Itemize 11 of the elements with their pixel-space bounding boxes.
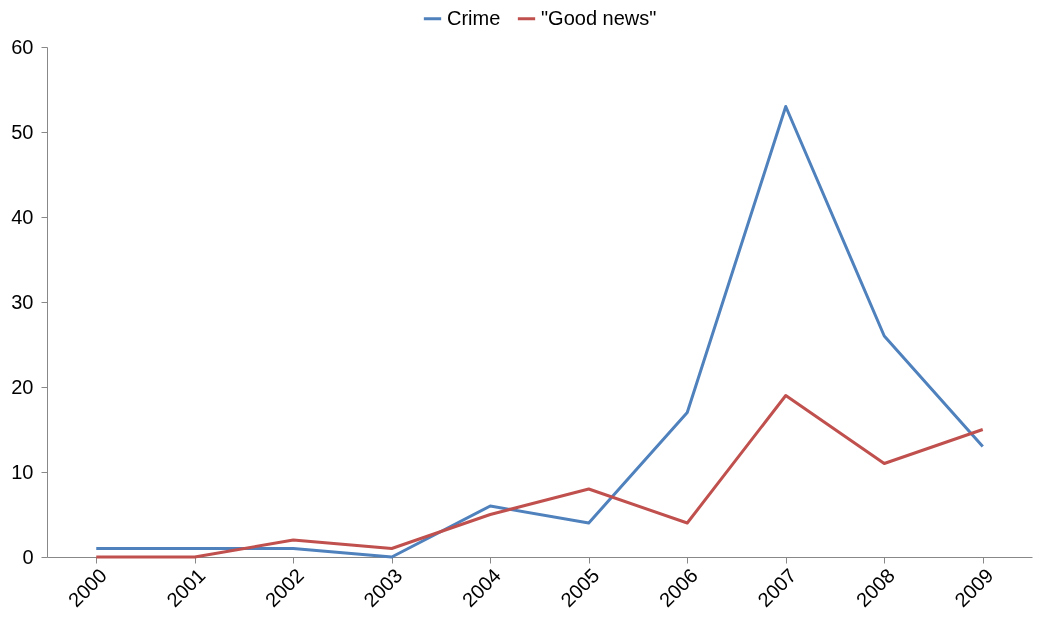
legend-label: "Good news" [541,6,657,29]
y-tick-label: 50 [11,120,34,143]
y-tick-label: 0 [22,545,34,568]
y-tick-label: 40 [11,205,34,228]
y-tick-label: 20 [11,375,34,398]
y-tick-label: 10 [11,460,34,483]
y-tick-label: 60 [11,35,34,58]
line-series [94,394,985,559]
legend-label: Crime [447,6,501,29]
line-series [94,105,985,559]
y-tick-label: 30 [11,290,34,313]
